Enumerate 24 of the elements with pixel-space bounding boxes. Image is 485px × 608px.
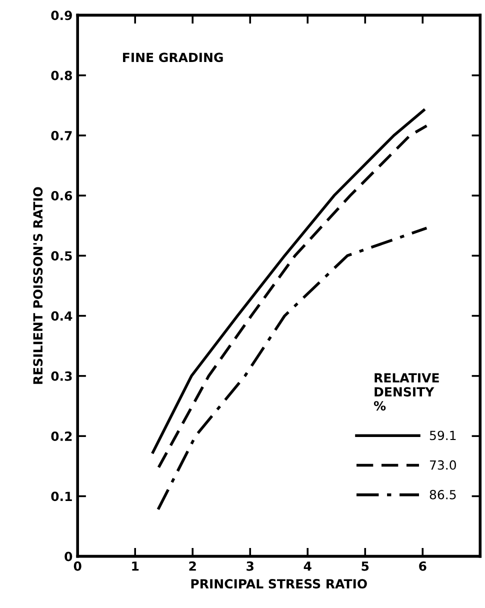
y-tick-label: 0.2 <box>51 432 72 441</box>
x-tick-label: 0 <box>74 561 82 571</box>
x-tick-label: 3 <box>246 561 254 571</box>
x-tick-label: 6 <box>419 561 426 571</box>
y-tick-label: 0.4 <box>51 311 72 321</box>
y-tick-label: 0.1 <box>51 492 72 502</box>
x-tick-label: 1 <box>132 562 139 571</box>
legend-label: 59.1 <box>430 430 456 440</box>
annotation: FINE GRADING <box>123 52 223 62</box>
y-tick-label: 0.7 <box>51 130 72 140</box>
x-tick-label: 5 <box>362 562 369 571</box>
x-tick-label: 4 <box>304 562 312 571</box>
y-tick-label: 0.9 <box>51 10 72 20</box>
y-tick-label: 0 <box>64 552 72 562</box>
y-tick-label: 0.3 <box>51 371 72 381</box>
x-axis-title: PRINCIPAL STRESS RATIO <box>191 579 367 589</box>
y-tick-label: 0.6 <box>51 191 72 200</box>
y-tick-label: 0.5 <box>51 251 72 261</box>
legend-label: 73.0 <box>430 460 456 470</box>
legend-label: 86.5 <box>430 490 456 500</box>
x-tick-label: 2 <box>189 561 196 571</box>
y-tick-label: 0.8 <box>51 70 72 80</box>
legend-title: RELATIVE DENSITY % <box>374 373 439 411</box>
y-axis-title: RESILIENT POISSON'S RATIO <box>33 187 43 384</box>
